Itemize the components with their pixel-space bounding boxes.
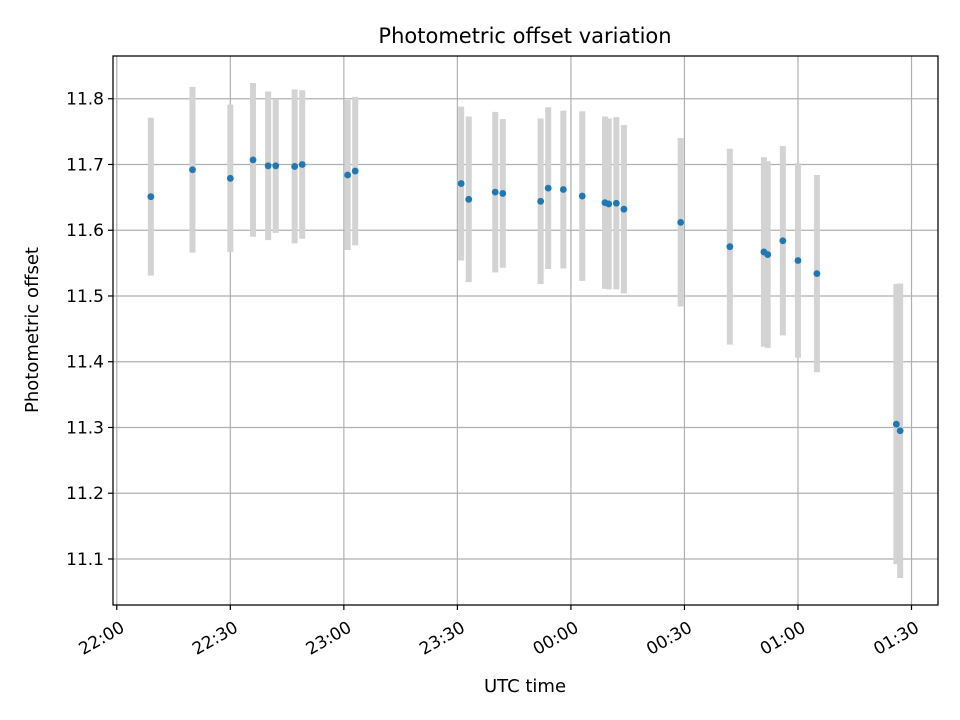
data-point bbox=[559, 186, 567, 193]
y-axis-ticks: 11.1 11.2 11.3 11.4 11.5 11.6 11.7 11.8 bbox=[66, 90, 113, 570]
data-point bbox=[344, 171, 352, 179]
data-point bbox=[264, 162, 272, 170]
data-point bbox=[726, 243, 734, 251]
plot-frame bbox=[112, 55, 939, 606]
x-tick-label: 01:00 bbox=[757, 618, 809, 660]
data-point bbox=[298, 161, 306, 168]
data-point bbox=[465, 195, 473, 203]
data-point bbox=[896, 427, 904, 435]
data-point bbox=[189, 166, 196, 174]
data-point bbox=[147, 193, 155, 201]
data-point bbox=[794, 257, 802, 264]
y-tick-label: 11.3 bbox=[66, 418, 104, 438]
x-tick-label: 23:30 bbox=[416, 618, 468, 660]
data-point bbox=[457, 180, 465, 187]
x-tick-label: 00:30 bbox=[643, 618, 695, 660]
chart-title: Photometric offset variation bbox=[378, 24, 671, 48]
data-point bbox=[605, 200, 613, 208]
x-axis-label: UTC time bbox=[484, 676, 566, 697]
y-tick-label: 11.1 bbox=[66, 550, 104, 570]
x-axis-ticks: 22:00 22:30 23:00 23:30 00:00 00:30 01:00 01:30 bbox=[76, 605, 923, 660]
x-tick-label: 01:30 bbox=[870, 618, 922, 660]
data-point bbox=[612, 199, 620, 207]
data-point bbox=[491, 188, 499, 196]
x-tick-label: 23:00 bbox=[303, 618, 355, 660]
data-point bbox=[291, 163, 299, 170]
y-tick-label: 11.6 bbox=[66, 221, 104, 241]
data-points bbox=[147, 156, 904, 435]
y-tick-label: 11.2 bbox=[66, 484, 104, 504]
data-point bbox=[892, 420, 900, 428]
data-point bbox=[499, 190, 507, 197]
data-point bbox=[537, 197, 545, 205]
x-tick-label: 22:30 bbox=[189, 618, 241, 660]
y-tick-label: 11.4 bbox=[66, 353, 104, 373]
x-tick-label: 00:00 bbox=[530, 618, 582, 660]
y-tick-label: 11.7 bbox=[66, 155, 104, 175]
data-point bbox=[677, 218, 685, 226]
data-point bbox=[249, 156, 257, 164]
x-tick-label: 22:00 bbox=[76, 618, 128, 660]
data-point bbox=[226, 174, 234, 182]
data-point bbox=[779, 237, 787, 245]
error-bars bbox=[147, 82, 904, 579]
y-axis-label: Photometric offset bbox=[22, 247, 43, 413]
data-point bbox=[764, 251, 772, 258]
data-point bbox=[620, 205, 628, 213]
data-point bbox=[578, 192, 586, 200]
data-point bbox=[813, 270, 821, 278]
y-tick-label: 11.5 bbox=[66, 287, 104, 307]
data-point bbox=[544, 184, 552, 192]
data-point bbox=[351, 167, 359, 175]
y-tick-label: 11.8 bbox=[66, 90, 104, 110]
data-point bbox=[272, 162, 280, 170]
